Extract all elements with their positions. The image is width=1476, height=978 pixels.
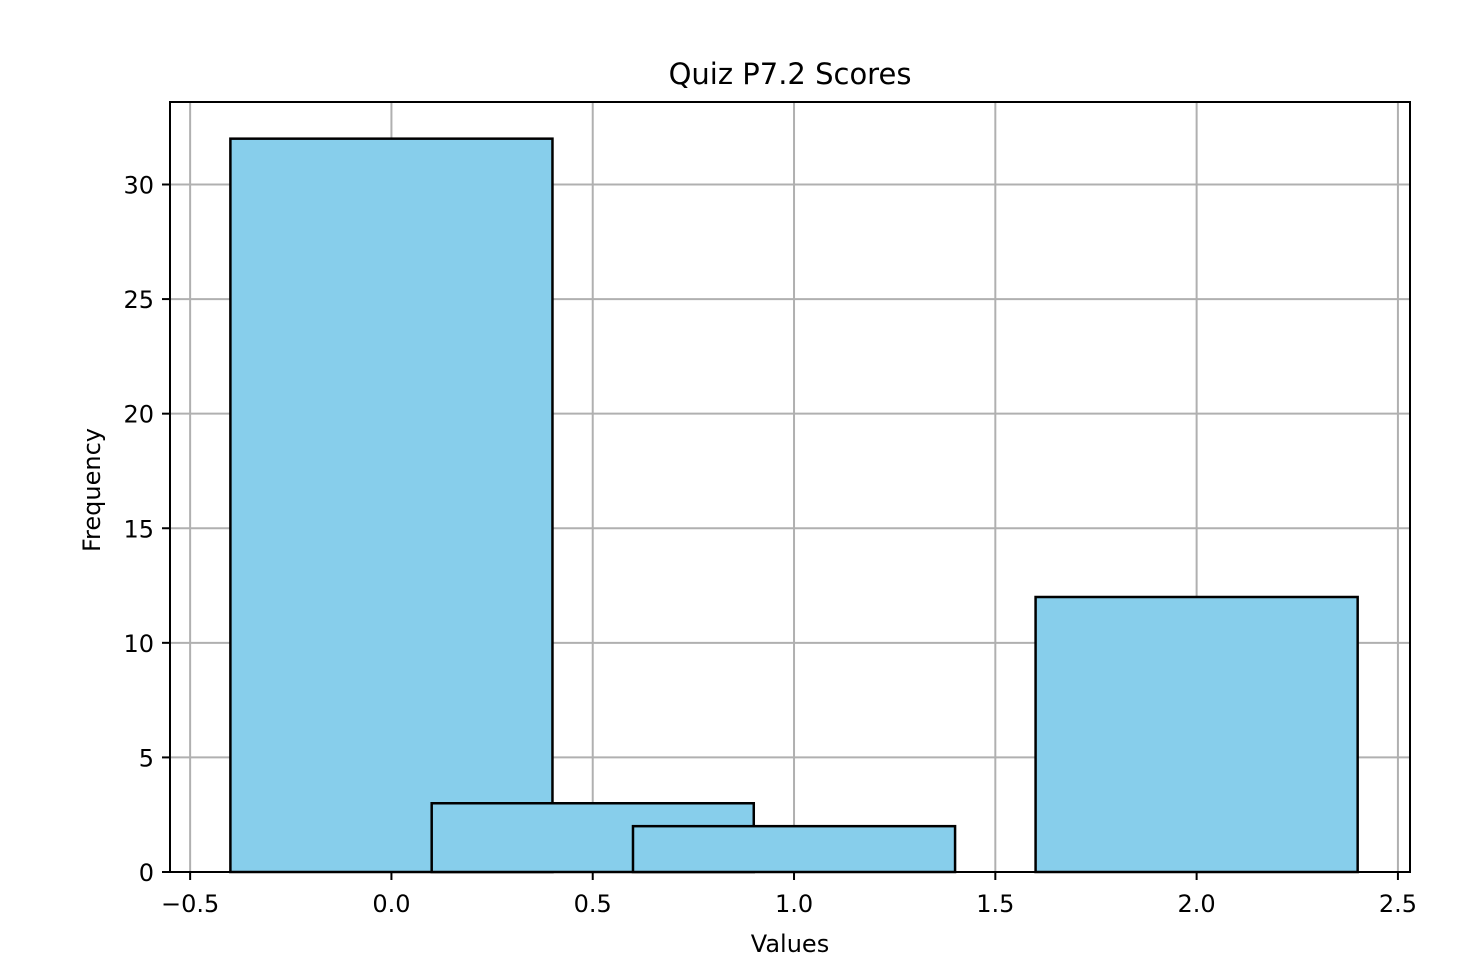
ticks: −0.5 0.0 0.5 1.0 1.5 2.0 2.5 0 5 10 15 20 25 30: [123, 172, 1417, 919]
histogram-bar: [229, 137, 554, 874]
x-tick-label: 1.5: [976, 890, 1014, 918]
x-tick-label: 0.0: [372, 890, 410, 918]
x-tick-label: 2.0: [1178, 890, 1216, 918]
x-tick-label: 0.5: [574, 890, 612, 918]
x-tick-label: 1.0: [775, 890, 813, 918]
y-tick-label: 15: [123, 515, 154, 543]
x-tick-label: 2.5: [1379, 890, 1417, 918]
y-tick-label: 10: [123, 630, 154, 658]
bars: [229, 137, 1359, 874]
y-tick-label: 0: [139, 859, 154, 887]
y-tick-label: 30: [123, 172, 154, 200]
x-tick-label: −0.5: [161, 890, 219, 918]
y-tick-label: 5: [139, 744, 154, 772]
plot-frame: [169, 101, 1411, 873]
x-axis-label: Values: [751, 930, 829, 958]
histogram-bar: [1034, 595, 1359, 874]
y-axis-label: Frequency: [78, 428, 106, 552]
chart-title: Quiz P7.2 Scores: [669, 57, 912, 91]
histogram-bar: [631, 824, 957, 874]
y-tick-label: 25: [123, 286, 154, 314]
y-tick-label: 20: [123, 401, 154, 429]
